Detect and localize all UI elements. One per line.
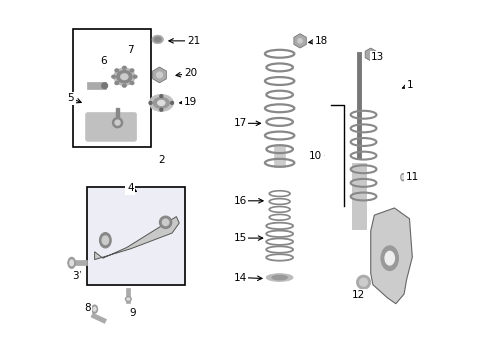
Text: 19: 19 <box>183 97 197 107</box>
Ellipse shape <box>102 83 107 89</box>
Text: 15: 15 <box>233 233 246 243</box>
Ellipse shape <box>384 251 394 265</box>
Text: 14: 14 <box>233 273 246 283</box>
Ellipse shape <box>359 278 367 286</box>
Ellipse shape <box>115 69 118 72</box>
Text: 13: 13 <box>370 52 384 62</box>
Text: 2: 2 <box>158 155 164 165</box>
Ellipse shape <box>297 39 302 43</box>
Ellipse shape <box>100 233 111 248</box>
Text: 16: 16 <box>233 196 246 206</box>
Polygon shape <box>94 217 179 260</box>
Ellipse shape <box>121 74 128 80</box>
Ellipse shape <box>170 102 173 104</box>
Text: 12: 12 <box>351 291 365 301</box>
Ellipse shape <box>122 84 126 87</box>
Ellipse shape <box>271 275 286 280</box>
Ellipse shape <box>356 275 370 289</box>
Text: 20: 20 <box>184 68 197 78</box>
Ellipse shape <box>380 246 398 270</box>
Ellipse shape <box>158 100 164 105</box>
Ellipse shape <box>401 175 403 179</box>
Polygon shape <box>293 34 305 48</box>
Ellipse shape <box>156 72 162 78</box>
Ellipse shape <box>130 82 134 85</box>
Ellipse shape <box>149 94 173 112</box>
Ellipse shape <box>159 216 171 228</box>
Text: 18: 18 <box>314 36 327 46</box>
Polygon shape <box>370 208 411 304</box>
Text: 4: 4 <box>127 183 134 193</box>
Text: 11: 11 <box>405 172 418 182</box>
Bar <box>273 145 285 167</box>
Ellipse shape <box>93 307 96 311</box>
Ellipse shape <box>70 260 73 266</box>
Text: 1: 1 <box>406 80 413 90</box>
Text: 6: 6 <box>101 56 107 66</box>
Ellipse shape <box>115 82 118 85</box>
Ellipse shape <box>162 219 168 226</box>
Ellipse shape <box>114 68 135 85</box>
Ellipse shape <box>115 120 120 125</box>
Ellipse shape <box>112 75 115 78</box>
Text: 7: 7 <box>127 45 134 55</box>
Ellipse shape <box>117 71 132 83</box>
Bar <box>351 163 365 229</box>
Ellipse shape <box>92 305 97 313</box>
Ellipse shape <box>400 174 405 181</box>
Polygon shape <box>152 67 166 83</box>
Polygon shape <box>365 48 376 61</box>
Ellipse shape <box>112 118 122 128</box>
Bar <box>73 29 151 147</box>
Ellipse shape <box>153 98 169 108</box>
Text: 5: 5 <box>67 93 74 103</box>
Ellipse shape <box>160 108 163 111</box>
Text: 17: 17 <box>233 118 246 128</box>
Text: 3: 3 <box>72 271 79 281</box>
Bar <box>86 82 106 89</box>
Ellipse shape <box>133 75 137 78</box>
Ellipse shape <box>67 257 76 269</box>
Bar <box>87 187 184 285</box>
Bar <box>91 313 106 323</box>
FancyBboxPatch shape <box>85 113 136 141</box>
Ellipse shape <box>152 35 163 44</box>
Ellipse shape <box>125 297 131 301</box>
Ellipse shape <box>154 37 161 42</box>
Ellipse shape <box>265 274 292 282</box>
Ellipse shape <box>126 298 129 300</box>
Ellipse shape <box>102 236 108 244</box>
Bar <box>402 175 416 179</box>
Text: 9: 9 <box>129 309 136 318</box>
Text: 8: 8 <box>84 303 91 314</box>
Ellipse shape <box>160 95 163 98</box>
Ellipse shape <box>130 69 134 72</box>
Ellipse shape <box>149 102 152 104</box>
Bar <box>116 108 119 118</box>
Bar <box>126 288 130 303</box>
Bar <box>69 260 87 265</box>
Text: 10: 10 <box>308 150 322 161</box>
Text: 21: 21 <box>186 36 200 46</box>
Ellipse shape <box>122 66 126 69</box>
